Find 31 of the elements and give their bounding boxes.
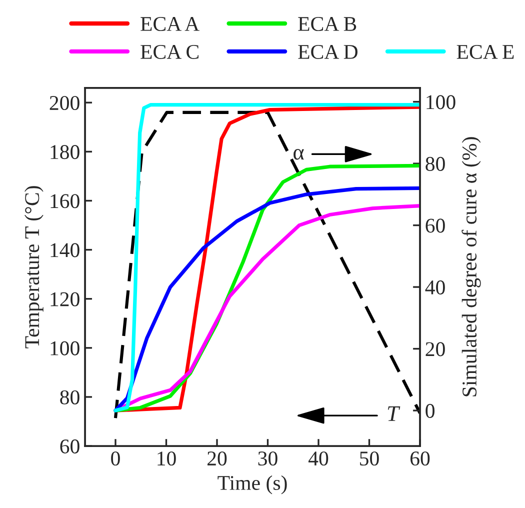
y2-tick-label: 60 xyxy=(426,218,445,233)
y-axis-title: Temperature T (°C) xyxy=(24,186,44,348)
annotation: T xyxy=(388,406,400,421)
x-tick-label: 50 xyxy=(360,451,379,466)
legend-label: ECA D xyxy=(298,44,358,59)
legend-label: ECA A xyxy=(140,17,200,31)
legend-label: ECA E xyxy=(456,44,514,59)
x-tick-label: 60 xyxy=(410,451,430,466)
y-tick-label: 100 xyxy=(50,341,80,356)
annotation: α xyxy=(294,149,304,160)
y-tick-label: 160 xyxy=(50,194,80,208)
x-tick-label: 30 xyxy=(258,451,278,466)
y2-tick-label: 40 xyxy=(425,280,445,294)
y-tick-label: 80 xyxy=(60,390,80,404)
y-tick-label: 120 xyxy=(50,292,80,306)
x-tick-label: 10 xyxy=(158,451,176,466)
legend-label: ECA C xyxy=(140,44,198,59)
x-tick-label: 40 xyxy=(308,451,328,466)
x-tick-label: 0 xyxy=(111,451,120,466)
x-tick-label: 20 xyxy=(208,451,227,466)
legend-label: ECA B xyxy=(298,17,356,31)
y-tick-label: 200 xyxy=(50,96,80,110)
y-tick-label: 140 xyxy=(50,243,80,258)
y2-tick-label: 0 xyxy=(426,404,434,418)
y2-tick-label: 80 xyxy=(426,156,445,171)
y-tick-label: 180 xyxy=(50,145,80,160)
y2-tick-label: 100 xyxy=(426,95,456,110)
y2-tick-label: 20 xyxy=(426,342,445,356)
y2-axis-title: Simulated degree of cure α (%) xyxy=(462,137,481,396)
x-axis-title: Time (s) xyxy=(218,475,287,494)
y-tick-label: 60 xyxy=(60,439,80,454)
